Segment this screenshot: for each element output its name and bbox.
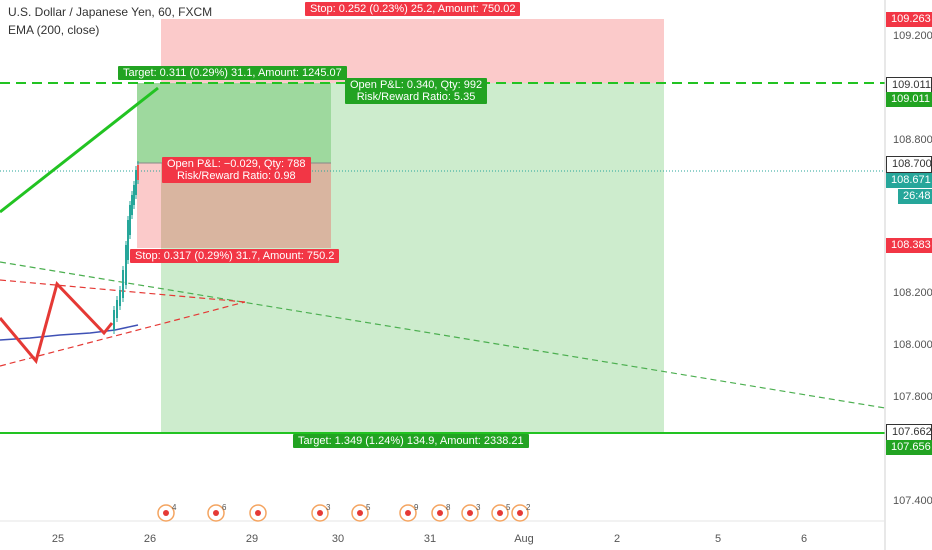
event-dot-icon [497, 510, 503, 516]
price-box-countdown: 26:48 [898, 189, 932, 204]
event-count: 2 [526, 503, 531, 512]
date-tick: 2 [613, 533, 621, 545]
event-count: 5 [366, 503, 371, 512]
event-count: 8 [446, 503, 451, 512]
event-count: 5 [506, 503, 511, 512]
price-box-target-level: 107.662 [886, 424, 932, 441]
price-box-long-stop: 108.383 [886, 238, 932, 253]
event-count: 9 [414, 503, 419, 512]
candlestick-series [113, 161, 139, 334]
short-stop-label[interactable]: Stop: 0.252 (0.23%) 25.2, Amount: 750.02 [305, 2, 521, 16]
date-tick: 29 [245, 533, 259, 545]
candle [113, 310, 115, 330]
candle [137, 165, 139, 180]
candle [129, 205, 131, 235]
indicator-legend[interactable]: EMA (200, close) [8, 23, 100, 37]
event-count: 3 [476, 503, 481, 512]
event-dot-icon [213, 510, 219, 516]
event-dot-icon [163, 510, 169, 516]
long-stop-label[interactable]: Stop: 0.317 (0.29%) 31.7, Amount: 750.2 [130, 249, 340, 263]
price-box-target: 109.011 [886, 92, 932, 107]
short-target-label[interactable]: Target: 1.349 (1.24%) 134.9, Amount: 233… [293, 434, 529, 448]
long-profit-zone[interactable] [137, 83, 331, 163]
short-pnl-text: Open P&L: 0.340, Qty: 992 [350, 79, 483, 91]
event-count: 3 [326, 503, 331, 512]
price-tick: 108.800 [893, 134, 932, 146]
candle [135, 170, 137, 195]
date-tick: 31 [423, 533, 437, 545]
zigzag-pattern[interactable] [0, 281, 114, 365]
date-tick: 6 [800, 533, 808, 545]
candle [127, 220, 129, 260]
date-tick: Aug [514, 533, 534, 545]
event-count: 6 [222, 503, 227, 512]
price-box-stop: 109.263 [886, 12, 932, 27]
symbol-legend[interactable]: U.S. Dollar / Japanese Yen, 60, FXCM [8, 5, 213, 19]
price-box-current: 108.671 [886, 173, 932, 188]
event-dot-icon [255, 510, 261, 516]
event-dot-icon [317, 510, 323, 516]
event-count: 4 [172, 503, 177, 512]
price-tick: 109.200 [893, 30, 932, 42]
date-tick: 26 [143, 533, 157, 545]
event-dot-icon [357, 510, 363, 516]
event-dot-icon [437, 510, 443, 516]
date-tick: 5 [714, 533, 722, 545]
candle [125, 245, 127, 285]
price-tick: 107.400 [893, 495, 932, 507]
price-box-level: 109.011 [886, 77, 932, 94]
candle [131, 195, 133, 215]
long-loss-zone-edge [137, 163, 161, 248]
price-tick: 108.200 [893, 287, 932, 299]
event-dot-icon [467, 510, 473, 516]
candle [119, 290, 121, 306]
short-pnl-label[interactable]: Open P&L: 0.340, Qty: 992 Risk/Reward Ra… [345, 78, 488, 104]
long-pnl-label[interactable]: Open P&L: −0.029, Qty: 788 Risk/Reward R… [162, 157, 311, 183]
short-rr-text: Risk/Reward Ratio: 5.35 [356, 91, 476, 103]
date-tick: 30 [331, 533, 345, 545]
event-dot-icon [517, 510, 523, 516]
candle [133, 185, 135, 205]
ema-line [0, 324, 139, 341]
candle [122, 270, 124, 298]
red-dashed-lower[interactable] [0, 301, 246, 367]
date-tick: 25 [51, 533, 65, 545]
long-pnl-text: Open P&L: −0.029, Qty: 788 [167, 158, 306, 170]
green-trend-line[interactable] [0, 86, 159, 214]
candle [116, 300, 118, 318]
long-target-label[interactable]: Target: 0.311 (0.29%) 31.1, Amount: 1245… [118, 66, 347, 80]
price-box-entry: 108.700 [886, 156, 932, 173]
price-box-short-target: 107.656 [886, 440, 932, 455]
long-rr-text: Risk/Reward Ratio: 0.98 [176, 170, 296, 182]
price-tick: 107.800 [893, 391, 932, 403]
event-dot-icon [405, 510, 411, 516]
event-markers[interactable]: 4 6 3 5 9 8 3 5 2 [157, 503, 531, 522]
price-tick: 108.000 [893, 339, 932, 351]
